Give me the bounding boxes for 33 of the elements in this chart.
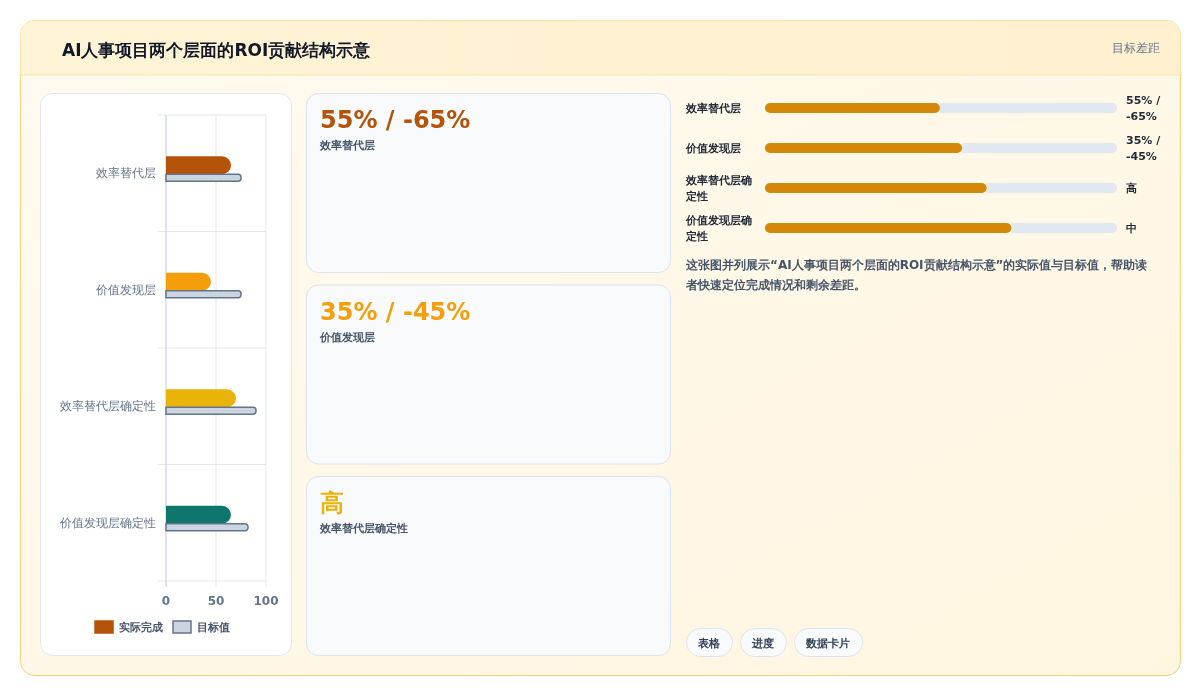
x-tick-label: 0 — [161, 594, 171, 608]
y-tick-label: 效率替代层 — [685, 102, 741, 115]
y-tick-label: 价值发现层 — [95, 282, 156, 297]
text: 进度 — [751, 637, 774, 650]
y-tick-label: 效率替代层确定性 — [60, 399, 156, 414]
text: 表格 — [697, 637, 721, 650]
bar — [166, 505, 231, 524]
text: 55% / -65% — [320, 106, 471, 134]
text: 这张图并列展示“AI人事项目两个层面的ROI贡献结构示意”的实际值与目标值，帮助读者快速定位完成情况和剩余差距。 — [685, 258, 1148, 292]
text: 数据卡片 — [805, 637, 850, 650]
text: 35% / -45% — [1126, 134, 1161, 163]
y-tick-label: 效率替代层确定性 — [685, 174, 752, 203]
text: 35% / -45% — [320, 297, 471, 326]
text: 效率替代层 — [319, 139, 375, 152]
bar — [166, 272, 211, 291]
legend-label: 实际完成 — [119, 621, 163, 634]
bar — [166, 389, 236, 408]
text: 目标差距 — [1112, 41, 1160, 55]
text: AI人事项目两个层面的ROI贡献结构示意 — [62, 40, 372, 60]
y-tick-label: 价值发现层确定性 — [59, 515, 156, 530]
x-tick-label: 100 — [253, 594, 279, 608]
bar — [166, 156, 231, 175]
x-tick-label: 50 — [207, 594, 225, 608]
y-tick-label: 效率替代层 — [96, 166, 156, 181]
text: 55% / -65% — [1126, 94, 1161, 123]
text: 中 — [1126, 222, 1137, 235]
text: 价值发现层 — [319, 330, 375, 344]
legend-label: 目标值 — [197, 621, 230, 634]
y-tick-label: 价值发现层 — [685, 142, 741, 155]
text: 高 — [320, 489, 344, 517]
text: 高 — [1126, 182, 1137, 195]
text: 效率替代层确定性 — [319, 522, 408, 535]
y-tick-label: 价值发现层确定性 — [685, 214, 752, 243]
